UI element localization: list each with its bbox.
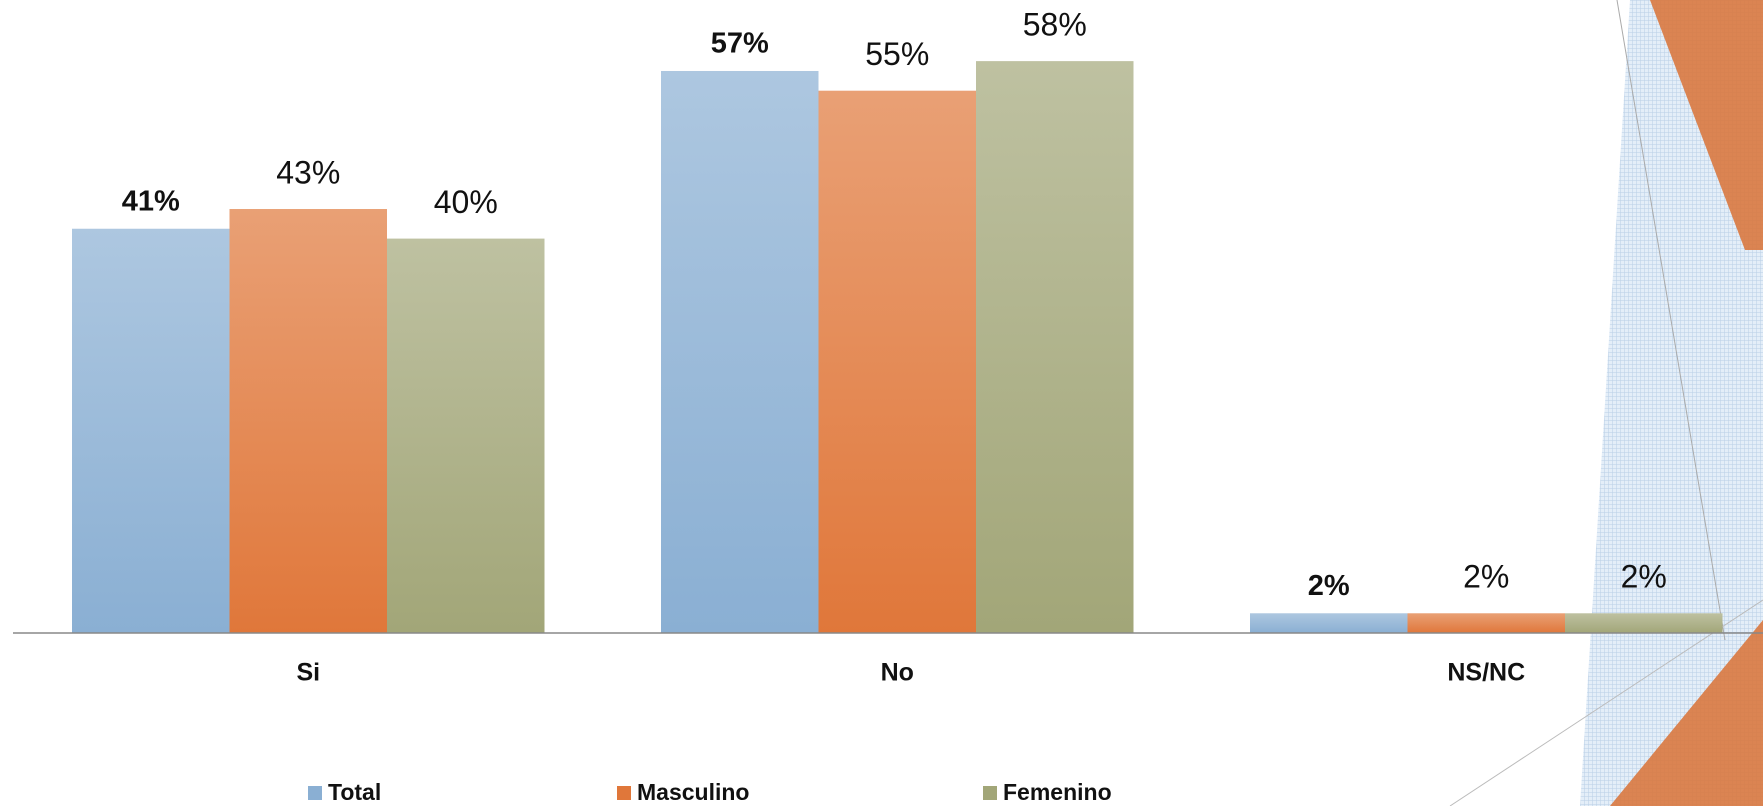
bar xyxy=(976,61,1134,634)
data-label: 57% xyxy=(711,28,769,60)
data-label: 55% xyxy=(865,36,929,72)
deco-line xyxy=(1616,0,1726,641)
legend-swatch xyxy=(983,786,997,800)
orange-wedge xyxy=(1650,0,1763,250)
data-label: 2% xyxy=(1621,559,1667,595)
data-label: 41% xyxy=(122,185,180,217)
bar xyxy=(387,238,545,633)
bar xyxy=(1407,613,1565,633)
backdrop-hatch xyxy=(1580,0,1763,806)
data-label: 40% xyxy=(434,184,498,220)
data-label: 2% xyxy=(1308,570,1350,602)
bar xyxy=(1250,613,1408,633)
legend-label: Femenino xyxy=(1003,779,1112,805)
orange-triangle xyxy=(1610,620,1763,806)
decoration xyxy=(1449,0,1763,806)
data-label: 2% xyxy=(1463,559,1509,595)
legend-label: Masculino xyxy=(637,779,749,805)
x-tick-label: No xyxy=(881,659,914,687)
data-label: 43% xyxy=(276,154,340,190)
legend-label: Total xyxy=(328,779,381,805)
bar xyxy=(229,209,387,633)
bar xyxy=(72,228,230,634)
legend-swatch xyxy=(308,786,322,800)
bar xyxy=(818,90,976,633)
x-tick-label: Si xyxy=(296,659,320,687)
bar xyxy=(661,70,819,634)
data-label: 58% xyxy=(1023,7,1087,43)
legend-swatch xyxy=(617,786,631,800)
bar xyxy=(1565,613,1723,633)
deco-line xyxy=(1449,599,1763,806)
x-tick-label: NS/NC xyxy=(1447,659,1525,687)
